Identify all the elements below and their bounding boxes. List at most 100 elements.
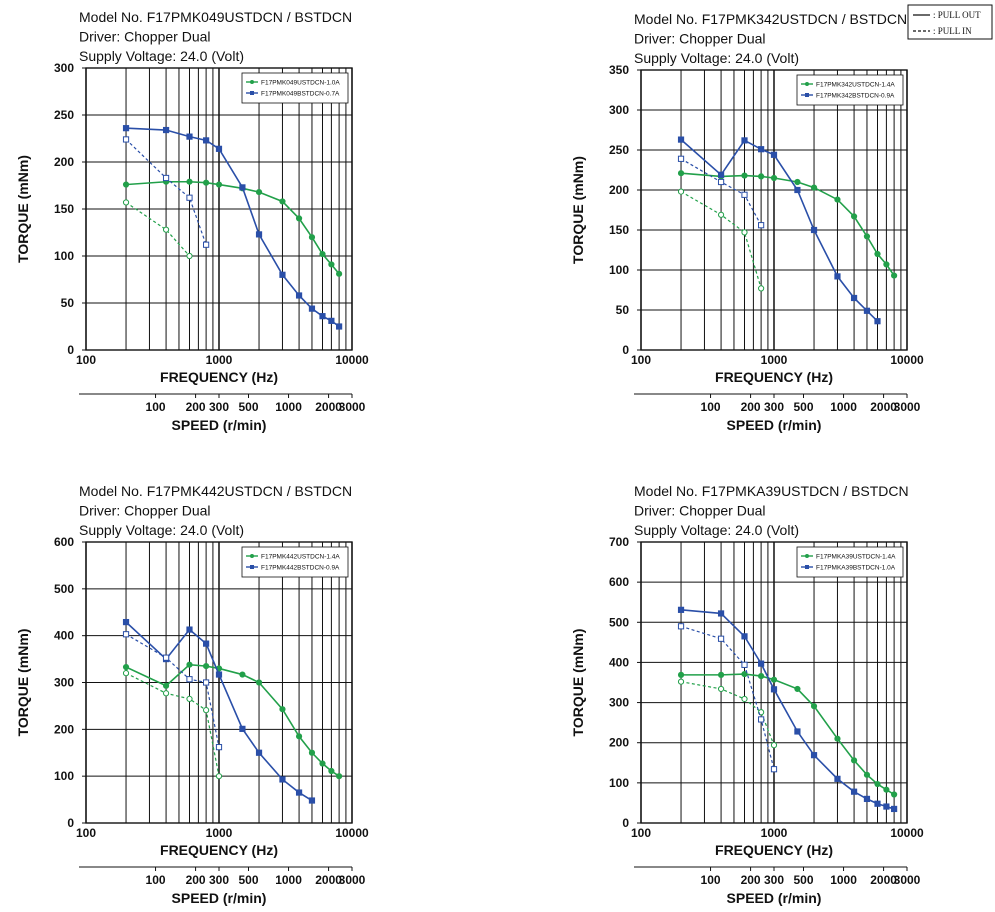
data-point bbox=[186, 194, 193, 201]
data-point bbox=[308, 797, 316, 804]
data-point bbox=[891, 791, 898, 798]
y-tick-label: 100 bbox=[609, 776, 629, 790]
data-point bbox=[203, 179, 210, 186]
x-tick-label: 10000 bbox=[890, 826, 924, 840]
data-point bbox=[186, 252, 193, 260]
data-point bbox=[891, 805, 898, 813]
data-point bbox=[883, 803, 890, 810]
legend-swatch-marker bbox=[805, 93, 809, 97]
chart-header-line: Driver: Chopper Dual bbox=[634, 503, 766, 519]
data-point bbox=[810, 752, 818, 759]
y-tick-label: 0 bbox=[622, 816, 629, 830]
data-point bbox=[162, 126, 170, 134]
speed-tick-label: 200 bbox=[186, 400, 206, 414]
y-tick-label: 300 bbox=[609, 696, 629, 710]
series-legend-frame bbox=[241, 72, 349, 104]
legend-swatch-marker bbox=[250, 80, 254, 84]
speed-tick-label: 3000 bbox=[339, 873, 366, 887]
data-point bbox=[741, 172, 748, 179]
speed-tick-label: 2000 bbox=[315, 400, 342, 414]
data-point bbox=[874, 780, 881, 788]
data-point bbox=[203, 679, 210, 686]
data-point bbox=[794, 186, 801, 194]
blue-pull-out-series bbox=[677, 136, 881, 325]
data-point bbox=[810, 226, 818, 234]
y-tick-label: 500 bbox=[609, 615, 629, 629]
legend-swatch-marker bbox=[250, 554, 254, 558]
data-point bbox=[295, 789, 303, 796]
data-point bbox=[770, 742, 778, 749]
series-line bbox=[680, 191, 762, 289]
data-point bbox=[794, 178, 801, 186]
speed-tick-label: 1000 bbox=[830, 873, 857, 887]
data-point bbox=[319, 251, 326, 258]
legend-entry-label: F17PMK049BSTDCN-0.7A bbox=[261, 90, 340, 97]
chart-header-line: Supply Voltage: 24.0 (Volt) bbox=[79, 522, 244, 538]
data-point bbox=[279, 776, 286, 783]
x-tick-label: 100 bbox=[631, 826, 651, 840]
x-tick-label: 100 bbox=[631, 353, 651, 367]
data-point bbox=[122, 125, 130, 132]
data-point bbox=[239, 184, 246, 191]
series-line bbox=[125, 139, 207, 245]
speed-axis-title: SPEED (r/min) bbox=[727, 417, 822, 433]
data-point bbox=[863, 233, 871, 240]
green-pull-in-series bbox=[122, 670, 223, 780]
series-legend-frame bbox=[241, 546, 349, 578]
data-point bbox=[850, 294, 858, 302]
data-point bbox=[186, 661, 193, 668]
blue-pull-in-series bbox=[677, 155, 765, 229]
data-point bbox=[770, 151, 778, 158]
data-point bbox=[891, 272, 898, 279]
speed-tick-label: 3000 bbox=[894, 400, 921, 414]
legend-swatch-marker bbox=[805, 82, 809, 86]
chart-panel-4: Model No. F17PMKA39USTDCN / BSTDCN Driver… bbox=[570, 483, 924, 906]
y-tick-label: 200 bbox=[54, 722, 74, 736]
speed-tick-label: 1000 bbox=[275, 873, 302, 887]
blue-pull-in-series bbox=[677, 623, 778, 773]
y-axis-title: TORQUE (mNm) bbox=[570, 156, 586, 264]
data-point bbox=[215, 145, 223, 152]
y-tick-label: 250 bbox=[54, 108, 74, 122]
data-point bbox=[336, 323, 343, 330]
data-point bbox=[122, 670, 130, 677]
data-point bbox=[186, 695, 193, 702]
speed-tick-label: 2000 bbox=[870, 400, 897, 414]
data-point bbox=[295, 292, 303, 299]
series-line bbox=[680, 158, 762, 226]
y-tick-label: 200 bbox=[54, 155, 74, 169]
data-point bbox=[677, 671, 685, 678]
data-point bbox=[203, 640, 210, 647]
legend-swatch-marker bbox=[250, 91, 254, 95]
x-tick-label: 100 bbox=[76, 826, 96, 840]
x-tick-label: 10000 bbox=[335, 353, 369, 367]
x-tick-label: 1000 bbox=[761, 353, 788, 367]
data-point bbox=[758, 222, 765, 229]
series-legend: F17PMK442USTDCN-1.4A F17PMK442BSTDCN-0.9A bbox=[241, 546, 349, 578]
speed-tick-label: 100 bbox=[146, 873, 166, 887]
chart-header-line: Supply Voltage: 24.0 (Volt) bbox=[79, 48, 244, 64]
data-point bbox=[279, 706, 286, 713]
speed-tick-label: 200 bbox=[186, 873, 206, 887]
green-pull-in-series bbox=[677, 678, 778, 749]
data-point bbox=[863, 771, 871, 778]
data-point bbox=[122, 663, 130, 671]
data-point bbox=[758, 672, 765, 680]
green-pull-out-series bbox=[677, 670, 898, 798]
y-tick-label: 0 bbox=[622, 343, 629, 357]
data-point bbox=[717, 610, 725, 617]
legend-swatch-marker bbox=[805, 565, 809, 569]
x-axis-title: FREQUENCY (Hz) bbox=[715, 369, 833, 385]
data-point bbox=[863, 795, 871, 803]
series-line bbox=[125, 672, 220, 777]
plot-frame bbox=[640, 69, 908, 351]
y-tick-label: 600 bbox=[609, 575, 629, 589]
data-point bbox=[850, 757, 858, 764]
speed-tick-label: 100 bbox=[701, 400, 721, 414]
speed-tick-label: 1000 bbox=[275, 400, 302, 414]
chart-header-line: Model No. F17PMK342USTDCN / BSTDCN bbox=[634, 11, 907, 27]
data-point bbox=[834, 196, 841, 203]
data-point bbox=[215, 181, 223, 188]
speed-tick-label: 500 bbox=[238, 873, 258, 887]
data-point bbox=[741, 191, 748, 198]
